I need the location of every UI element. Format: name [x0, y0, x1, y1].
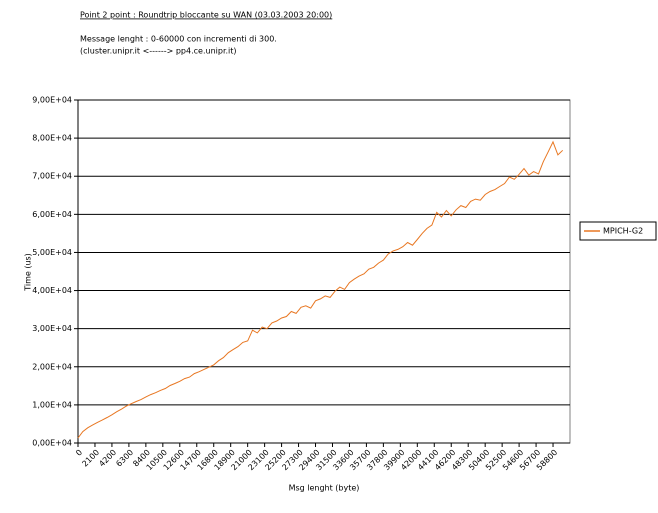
note: (cluster.unipr.it <------> pp4.ce.unipr.… [80, 47, 237, 56]
y-tick-label: 8,00E+04 [32, 134, 72, 143]
y-tick-label: 6,00E+04 [32, 210, 72, 219]
legend-label: MPICH-G2 [603, 227, 643, 236]
note: Message lenght : 0-60000 con incrementi … [80, 35, 277, 44]
data-line [77, 140, 564, 439]
plot-area [77, 99, 571, 444]
y-tick-label: 4,00E+04 [32, 286, 72, 295]
y-tick-label: 1,00E+04 [32, 400, 72, 409]
x-tick-label: 6300 [114, 448, 135, 469]
y-tick-label: 9,00E+04 [32, 96, 72, 105]
x-tick-label: 0 [74, 448, 84, 458]
y-axis-label: Time (us) [24, 253, 33, 292]
y-tick-label: 2,00E+04 [32, 362, 72, 371]
x-tick-label: 2100 [80, 448, 101, 469]
y-tick-label: 7,00E+04 [32, 172, 72, 181]
y-tick-label: 0,00E+04 [32, 439, 72, 448]
y-tick-label: 3,00E+04 [32, 324, 72, 333]
x-axis-label: Msg lenght (byte) [289, 484, 360, 493]
chart-title: Point 2 point : Roundtrip bloccante su W… [80, 11, 332, 20]
y-tick-label: 5,00E+04 [32, 248, 72, 257]
legend-box [579, 221, 657, 241]
x-tick-label: 4200 [97, 448, 118, 469]
